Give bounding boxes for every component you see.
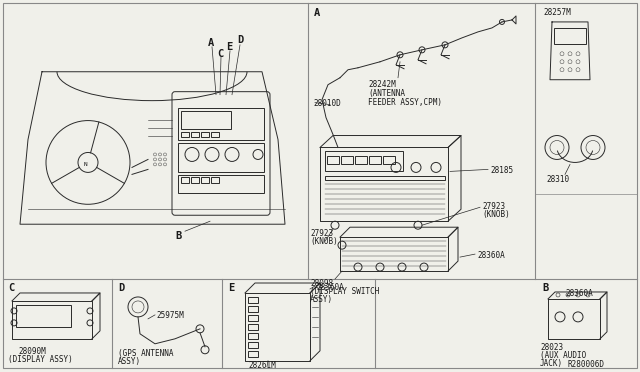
Bar xyxy=(201,177,209,183)
Text: FEEDER ASSY,CPM): FEEDER ASSY,CPM) xyxy=(368,98,442,107)
Bar xyxy=(325,176,445,180)
Text: D: D xyxy=(118,283,124,293)
Bar xyxy=(341,157,353,164)
Text: E: E xyxy=(226,42,232,52)
Text: 28010D: 28010D xyxy=(313,99,340,108)
Bar xyxy=(181,132,189,137)
Text: 28257M: 28257M xyxy=(543,8,571,17)
Bar xyxy=(554,28,586,44)
Bar xyxy=(248,324,258,330)
Bar xyxy=(355,157,367,164)
Text: B: B xyxy=(175,231,181,241)
Bar xyxy=(248,333,258,339)
Bar xyxy=(181,110,231,129)
Bar xyxy=(383,157,395,164)
Text: 27923: 27923 xyxy=(310,229,333,238)
Text: (KNOB): (KNOB) xyxy=(310,237,338,246)
Text: 28360A: 28360A xyxy=(477,251,505,260)
Bar xyxy=(369,157,381,164)
Bar xyxy=(178,175,264,193)
Text: (KNOB): (KNOB) xyxy=(482,210,509,219)
Text: R280006D: R280006D xyxy=(568,360,605,369)
Text: 25975M: 25975M xyxy=(156,311,184,320)
Text: 28242M: 28242M xyxy=(368,80,396,89)
Bar xyxy=(191,177,199,183)
Text: ASSY): ASSY) xyxy=(118,357,141,366)
Text: 28310: 28310 xyxy=(547,175,570,185)
Bar xyxy=(248,342,258,348)
Bar xyxy=(248,306,258,312)
Text: 28023: 28023 xyxy=(540,343,563,352)
Bar xyxy=(16,305,71,327)
Text: 28360A: 28360A xyxy=(565,289,593,298)
Text: (DISPLAY ASSY): (DISPLAY ASSY) xyxy=(8,355,73,364)
Text: (ANTENNA: (ANTENNA xyxy=(368,89,405,98)
Text: C: C xyxy=(217,49,223,59)
Bar xyxy=(178,142,264,172)
Text: 28360A: 28360A xyxy=(316,283,344,292)
Text: N: N xyxy=(83,162,87,167)
Text: JACK): JACK) xyxy=(540,359,563,368)
Text: 28185: 28185 xyxy=(490,166,513,176)
Bar xyxy=(211,132,219,137)
Text: A: A xyxy=(208,38,214,48)
Text: E: E xyxy=(228,283,234,293)
Text: B: B xyxy=(542,283,548,293)
Text: (AUX AUDIO: (AUX AUDIO xyxy=(540,351,586,360)
Text: (GPS ANTENNA: (GPS ANTENNA xyxy=(118,349,173,358)
Text: 27923: 27923 xyxy=(482,202,505,211)
Text: 28261M: 28261M xyxy=(248,361,276,370)
Bar xyxy=(181,177,189,183)
Text: D: D xyxy=(237,35,243,45)
Bar xyxy=(327,157,339,164)
Bar xyxy=(211,177,219,183)
Bar xyxy=(201,132,209,137)
Text: A: A xyxy=(314,8,320,18)
Bar xyxy=(248,297,258,303)
Bar xyxy=(191,132,199,137)
Text: (DISPLAY SWITCH: (DISPLAY SWITCH xyxy=(310,287,380,296)
Text: 28098: 28098 xyxy=(310,279,333,288)
Text: ASSY): ASSY) xyxy=(310,295,333,304)
Bar xyxy=(325,151,403,171)
Bar xyxy=(178,108,264,140)
Text: 28090M: 28090M xyxy=(18,347,46,356)
Bar xyxy=(248,351,258,357)
Text: C: C xyxy=(8,283,14,293)
Bar xyxy=(248,315,258,321)
